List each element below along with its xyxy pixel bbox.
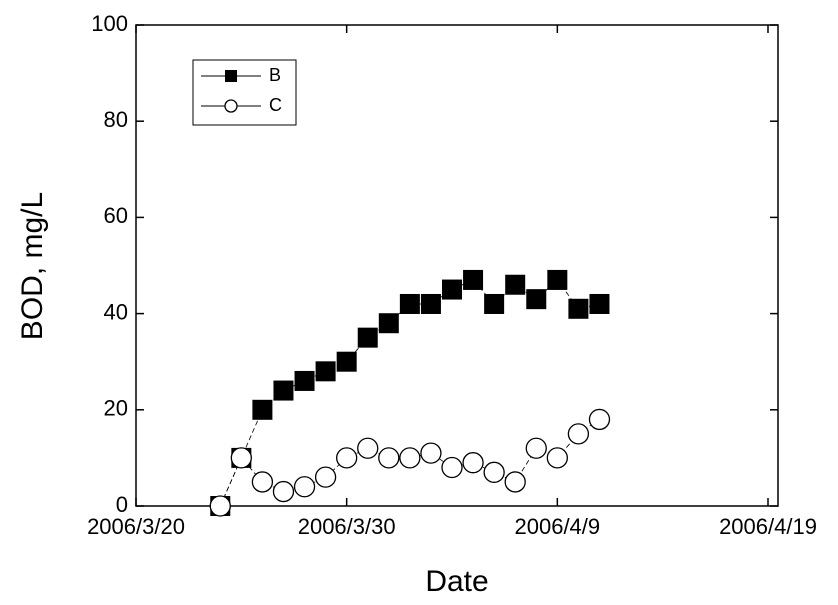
x-axis-title: Date <box>425 565 488 598</box>
marker <box>336 351 357 372</box>
plot-frame <box>135 24 779 507</box>
marker <box>567 423 590 445</box>
marker <box>525 437 547 459</box>
legend-marker <box>225 70 237 82</box>
marker <box>568 298 589 319</box>
y-tick-label: 0 <box>116 492 128 517</box>
marker <box>294 370 315 391</box>
marker <box>378 447 400 469</box>
marker <box>251 471 274 493</box>
marker <box>526 289 547 310</box>
marker <box>484 293 505 314</box>
marker <box>504 471 526 493</box>
x-tick-label: 2006/4/9 <box>515 514 601 539</box>
y-tick-label: 40 <box>104 299 128 324</box>
legend-label: B <box>269 65 281 85</box>
marker <box>420 293 441 314</box>
marker <box>230 447 252 469</box>
marker <box>272 480 295 503</box>
marker <box>463 269 484 290</box>
legend-box <box>192 59 297 126</box>
marker <box>399 293 420 314</box>
marker <box>589 293 610 314</box>
legend-marker <box>224 99 238 113</box>
y-tick-label: 100 <box>91 11 128 36</box>
marker <box>399 447 421 469</box>
marker <box>315 361 336 382</box>
marker <box>546 447 568 469</box>
marker <box>462 452 484 474</box>
marker <box>209 495 231 517</box>
y-tick-label: 20 <box>104 396 128 421</box>
marker <box>483 461 505 483</box>
marker <box>293 476 316 498</box>
marker <box>442 279 462 300</box>
marker <box>314 466 337 488</box>
marker <box>273 380 294 401</box>
marker <box>420 442 442 464</box>
marker <box>357 327 378 348</box>
y-tick-label: 80 <box>104 107 128 132</box>
y-tick-label: 60 <box>104 203 128 228</box>
legend-label: C <box>269 95 282 115</box>
marker <box>547 269 568 290</box>
marker <box>505 274 526 295</box>
marker <box>441 456 463 479</box>
x-tick-label: 2006/3/30 <box>298 514 396 539</box>
marker <box>378 313 399 334</box>
x-tick-label: 2006/3/20 <box>87 514 185 539</box>
y-axis-title: BOD, mg/L <box>16 192 49 340</box>
marker <box>336 447 358 469</box>
marker <box>252 399 273 420</box>
x-tick-label: 2006/4/19 <box>719 514 817 539</box>
marker <box>588 408 611 431</box>
marker <box>357 437 379 459</box>
